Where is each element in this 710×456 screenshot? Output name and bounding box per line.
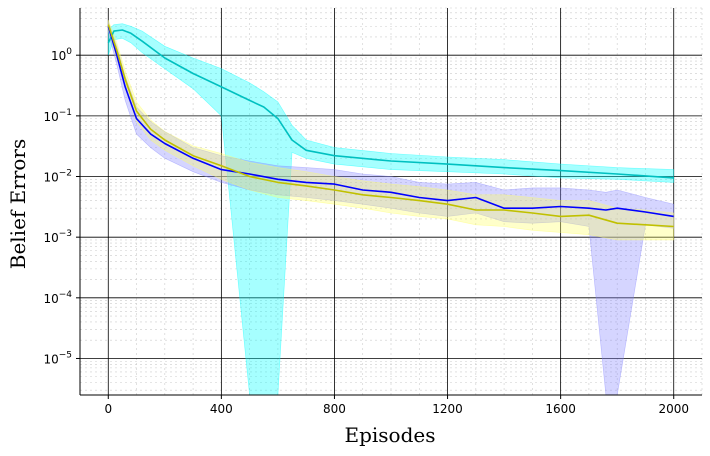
series-line-3 xyxy=(107,24,674,228)
series-band-1 xyxy=(108,23,674,396)
y-tick-label: 10−1 xyxy=(43,108,72,124)
x-tick-label: 0 xyxy=(104,402,112,416)
x-tick-label: 800 xyxy=(323,402,346,416)
x-tick-label: 400 xyxy=(210,402,233,416)
y-tick-label: 10−3 xyxy=(43,229,72,245)
grid-lines xyxy=(79,7,703,395)
x-tick-label: 1600 xyxy=(545,402,576,416)
y-tick-label: 10−5 xyxy=(43,350,72,366)
series-line-2 xyxy=(107,26,674,218)
series-line-1 xyxy=(107,29,674,179)
confidence-bands xyxy=(108,19,674,396)
x-tick-label: 1200 xyxy=(432,402,463,416)
axes xyxy=(76,8,702,399)
series-band-3 xyxy=(108,19,674,241)
x-tick-label: 2000 xyxy=(658,402,689,416)
x-axis-label: Episodes xyxy=(344,423,435,447)
y-axis-label: Belief Errors xyxy=(6,139,30,270)
y-tick-label: 100 xyxy=(51,47,72,63)
series-lines xyxy=(107,24,674,228)
tick-labels: 0 400 800 1200 1600 2000 100 10−1 10−2 10−3 10−4 10… xyxy=(43,47,689,416)
y-tick-label: 10−2 xyxy=(43,169,72,185)
y-tick-label: 10−4 xyxy=(43,290,72,306)
